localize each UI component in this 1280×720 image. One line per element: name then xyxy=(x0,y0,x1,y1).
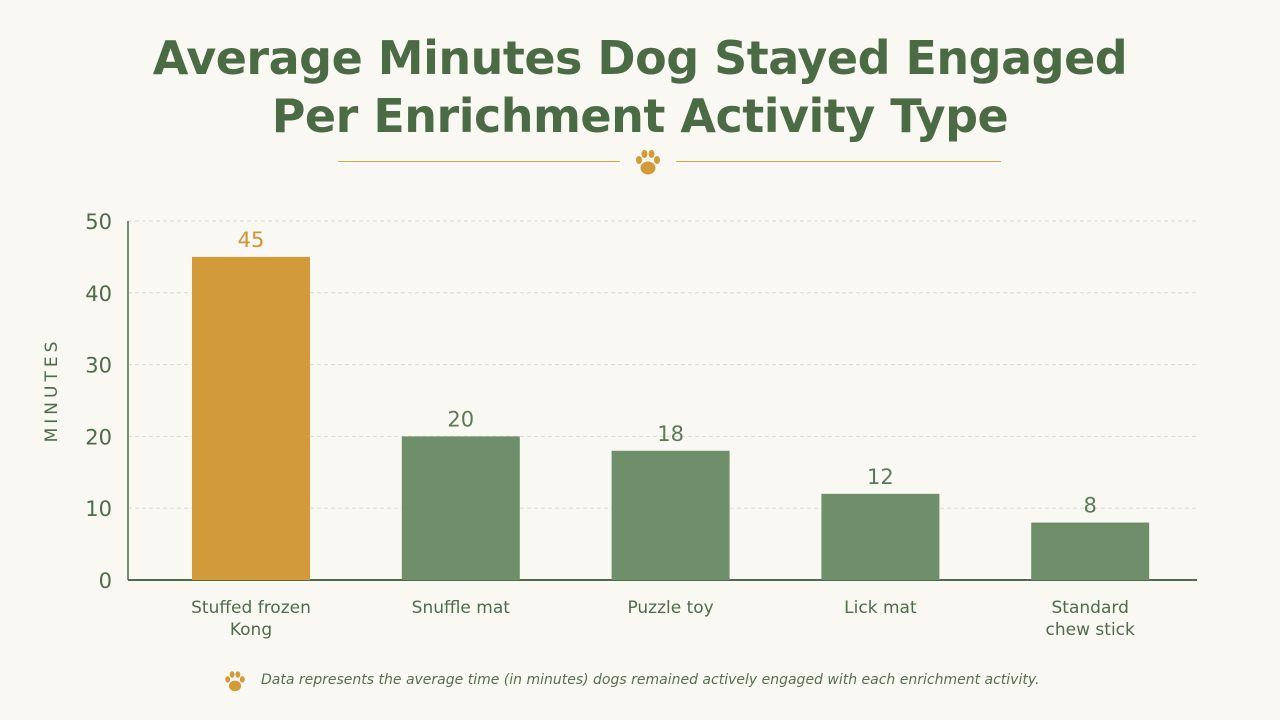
bar xyxy=(192,256,310,580)
y-tick-label: 40 xyxy=(85,282,112,306)
bar xyxy=(401,436,520,580)
x-tick-label: Puzzle toy xyxy=(627,598,713,618)
data-label: 45 xyxy=(238,228,265,252)
x-tick-label: Snuffle mat xyxy=(412,598,511,618)
chart-footnote: Data represents the average time (in min… xyxy=(261,672,1040,688)
chart-title-line-1: Average Minutes Dog Stayed Engaged xyxy=(152,31,1128,85)
paw-icon xyxy=(225,671,245,692)
chart-title-line-2: Per Enrichment Activity Type xyxy=(271,89,1009,143)
y-tick-label: 10 xyxy=(85,497,112,521)
y-tick-label: 20 xyxy=(85,425,112,449)
x-tick-label: Stuffed frozen Kong xyxy=(191,598,311,640)
y-tick-label: 50 xyxy=(85,210,112,234)
title-divider-left xyxy=(338,161,620,162)
bar xyxy=(1031,522,1150,580)
paw-icon xyxy=(636,150,660,175)
y-tick-label: 0 xyxy=(99,569,112,593)
data-label: 18 xyxy=(657,422,684,446)
bar xyxy=(611,450,730,580)
x-tick-label: Lick mat xyxy=(844,598,917,618)
bar xyxy=(821,493,940,580)
data-label: 20 xyxy=(447,407,474,431)
y-tick-label: 30 xyxy=(85,354,112,378)
title-divider-right xyxy=(676,161,1001,162)
x-tick-label: Standard chew stick xyxy=(1046,598,1135,640)
data-label: 12 xyxy=(867,465,894,489)
data-label: 8 xyxy=(1084,494,1097,518)
